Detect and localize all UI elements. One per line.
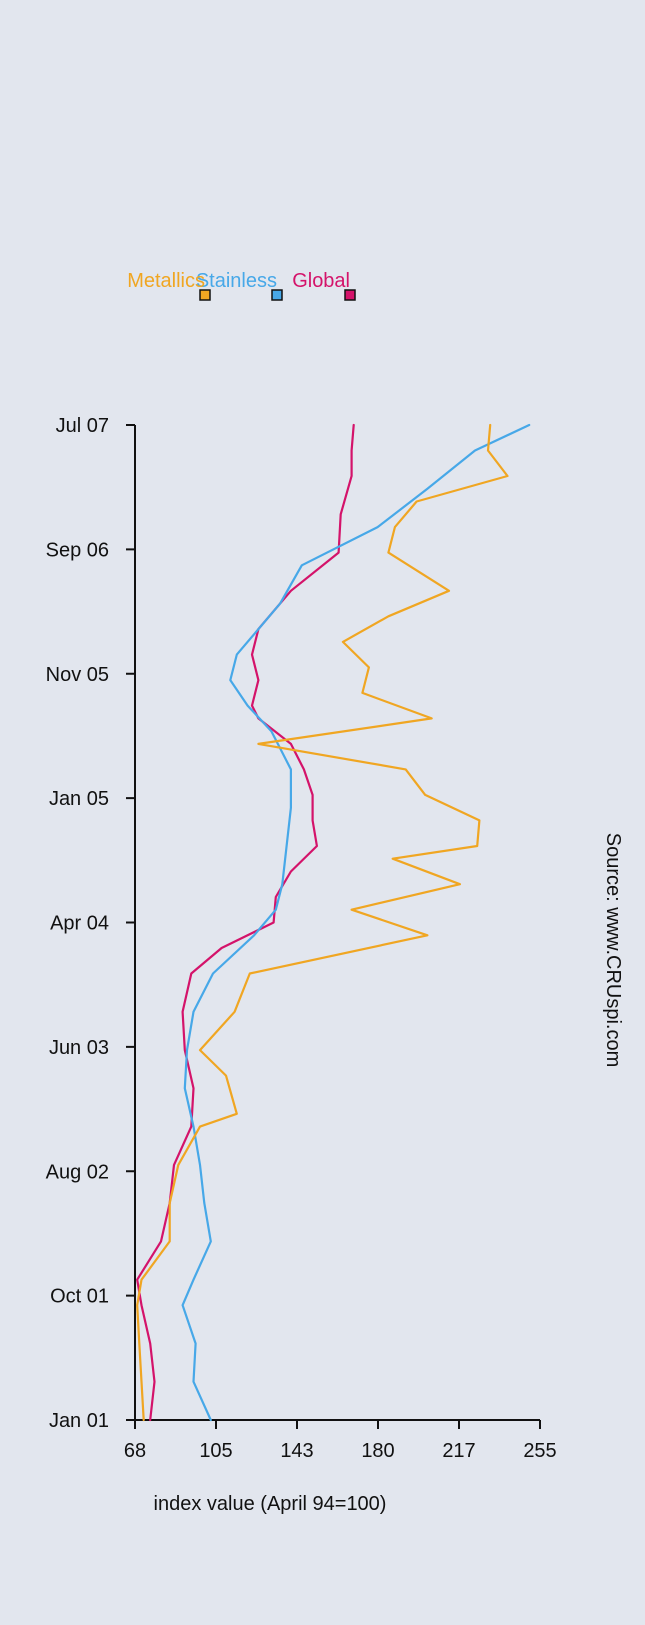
- y-tick-label: 180: [361, 1440, 394, 1462]
- x-tick-label: Jun 03: [49, 1037, 109, 1059]
- source-note: Source: www.CRUspi.com: [602, 833, 624, 1068]
- y-tick-label: 143: [280, 1440, 313, 1462]
- x-tick-label: Sep 06: [46, 539, 109, 561]
- series-lines: [136, 423, 531, 1422]
- y-tick-label: 255: [523, 1440, 556, 1462]
- legend-label-metallics: Metallics: [127, 270, 205, 292]
- series-line-stainless: [181, 423, 531, 1422]
- x-tick-label: Jan 05: [49, 788, 109, 810]
- series-line-metallics: [136, 423, 509, 1422]
- legend-label-global: Global: [292, 270, 350, 292]
- axes: [126, 424, 541, 1429]
- x-tick-label: Oct 01: [50, 1286, 109, 1308]
- y-tick-label: 217: [442, 1440, 475, 1462]
- y-tick-label: 68: [124, 1440, 146, 1462]
- legend-marker-global: [344, 289, 356, 301]
- legend-marker-stainless: [271, 289, 283, 301]
- x-tick-label: Jan 01: [49, 1410, 109, 1432]
- y-tick-label: 105: [199, 1440, 232, 1462]
- y-axis-title: index value (April 94=100): [154, 1493, 387, 1515]
- x-tick-label: Nov 05: [46, 664, 109, 686]
- x-tick-label: Jul 07: [56, 415, 109, 437]
- tick-labels: Jan 01 Oct 01 Aug 02 Jun 03 Apr 04 Jan 05 Nov …: [46, 415, 557, 1462]
- legend-marker-metallics: [199, 289, 211, 301]
- x-tick-label: Apr 04: [50, 913, 109, 935]
- legend-label-stainless: Stainless: [196, 270, 277, 292]
- x-tick-label: Aug 02: [46, 1161, 109, 1183]
